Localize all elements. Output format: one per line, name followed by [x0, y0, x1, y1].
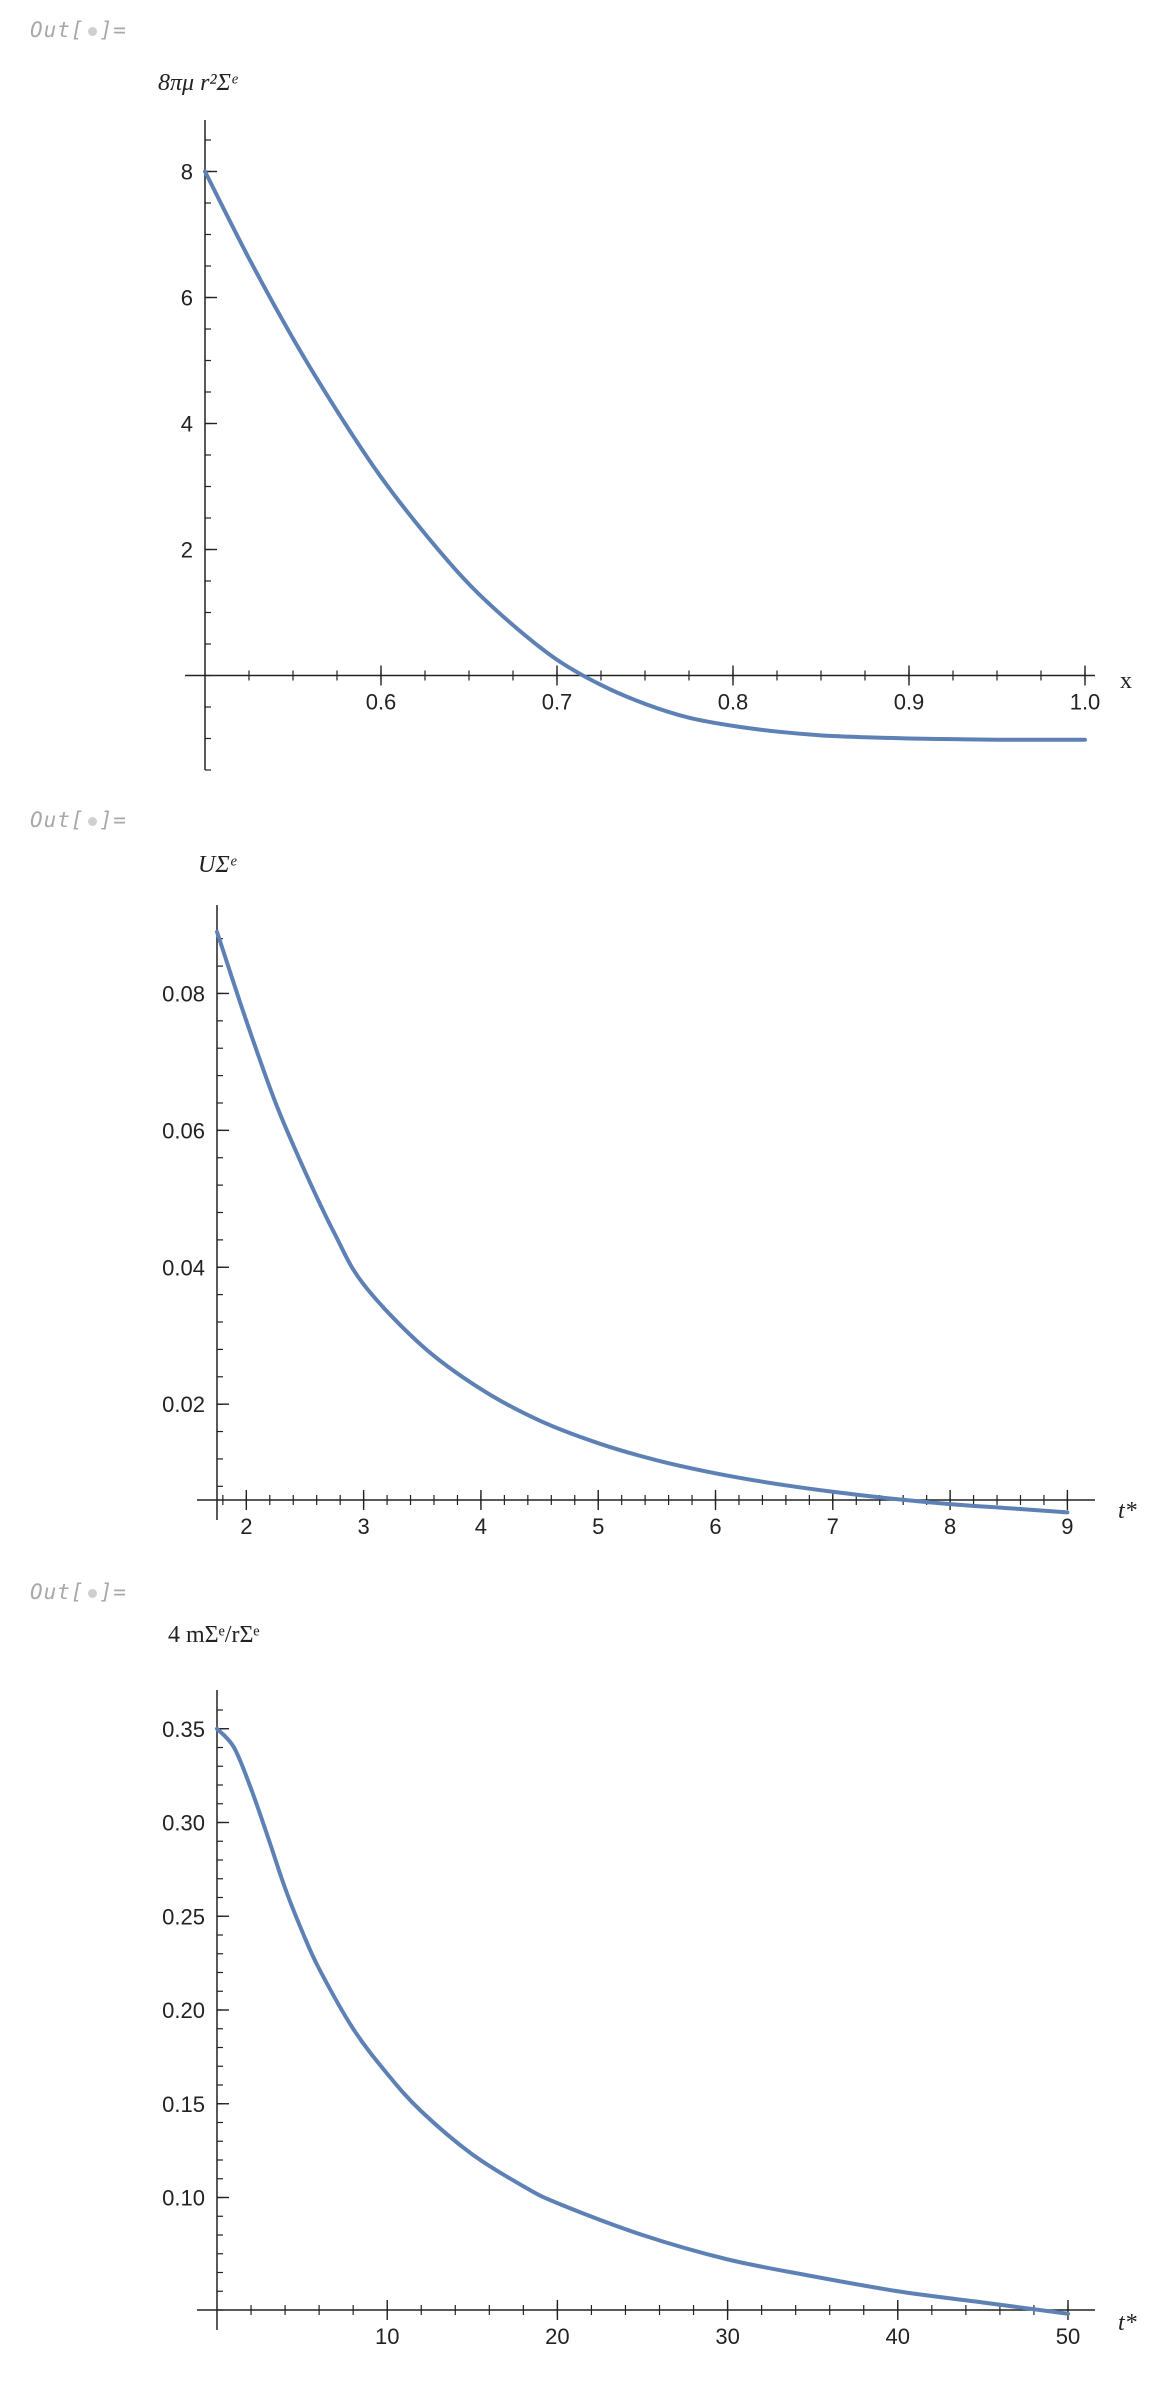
x-tick-label: 8 [944, 1514, 956, 1539]
series-line [215, 929, 1070, 1515]
y-tick-label: 0.35 [162, 1717, 205, 1742]
out-label-suffix: ]= [99, 18, 127, 42]
out-label-suffix: ]= [99, 808, 127, 832]
y-tick-label: 0.04 [162, 1255, 205, 1280]
y-tick-label: 0.06 [162, 1118, 205, 1143]
chart-1-tick-labels: 0.6 0.7 0.8 0.9 1.0 2 4 6 8 [181, 160, 1101, 715]
out-label-2: Out[ ]= [30, 808, 127, 832]
out-label-prefix: Out[ [30, 808, 85, 832]
chart-2-ylabel: UΣᵉ [198, 852, 238, 878]
chart-2-axes [197, 905, 1095, 1520]
cell-indicator-icon [87, 1588, 97, 1598]
chart-3-xlabel: t* [1118, 2310, 1137, 2336]
y-tick-label: 4 [181, 412, 193, 437]
x-tick-label: 2 [240, 1514, 252, 1539]
chart-2-xlabel: t* [1118, 1498, 1137, 1524]
chart-2-series [215, 929, 1070, 1515]
chart-3-ylabel: 4 mΣᵉ/rΣᵉ [168, 1622, 260, 1648]
x-tick-label: 20 [545, 2324, 569, 2349]
x-tick-label: 10 [375, 2324, 399, 2349]
x-tick-label: 7 [827, 1514, 839, 1539]
chart-3-series [215, 1726, 1070, 2316]
x-tick-label: 0.9 [894, 690, 925, 715]
out-label-suffix: ]= [99, 1580, 127, 1604]
y-tick-label: 0.10 [162, 2186, 205, 2211]
chart-2-ticks [217, 938, 1069, 1510]
x-tick-label: 1.0 [1070, 690, 1101, 715]
cell-indicator-icon [87, 816, 97, 826]
series-line [203, 169, 1087, 742]
y-tick-label: 8 [181, 160, 193, 185]
y-tick-label: 0.02 [162, 1392, 205, 1417]
out-label-prefix: Out[ [30, 1580, 85, 1604]
chart-2: UΣᵉ t* 2 3 4 5 6 7 8 9 0.02 0.04 0.06 0.08 [162, 852, 1137, 1539]
series-line [215, 1726, 1070, 2316]
y-tick-label: 0.20 [162, 1998, 205, 2023]
chart-1-xlabel: x [1120, 668, 1132, 694]
chart-3-axes [197, 1690, 1095, 2330]
out-label-3: Out[ ]= [30, 1580, 127, 1604]
chart-1: 8πμ r²Σᵉ x 0.6 0.7 0.8 0.9 1.0 2 4 6 8 [158, 70, 1132, 771]
chart-1-ticks [205, 139, 1086, 771]
chart-2-tick-labels: 2 3 4 5 6 7 8 9 0.02 0.04 0.06 0.08 [162, 981, 1073, 1539]
x-tick-label: 9 [1061, 1514, 1073, 1539]
out-label-1: Out[ ]= [30, 18, 127, 42]
y-tick-label: 0.08 [162, 981, 205, 1006]
y-tick-label: 6 [181, 286, 193, 311]
x-tick-label: 30 [715, 2324, 739, 2349]
chart-1-ylabel: 8πμ r²Σᵉ [158, 70, 239, 96]
x-tick-label: 0.8 [718, 690, 749, 715]
chart-3: 4 mΣᵉ/rΣᵉ t* 10 20 30 40 50 0.10 0.15 0.20 0.25 0… [162, 1622, 1137, 2349]
y-tick-label: 0.15 [162, 2092, 205, 2117]
x-tick-label: 6 [709, 1514, 721, 1539]
y-tick-label: 0.30 [162, 1811, 205, 1836]
chart-3-tick-labels: 10 20 30 40 50 0.10 0.15 0.20 0.25 0.30 0.35 [162, 1717, 1080, 2349]
out-label-prefix: Out[ [30, 18, 85, 42]
x-tick-label: 5 [592, 1514, 604, 1539]
y-tick-label: 2 [181, 538, 193, 563]
cell-indicator-icon [87, 26, 97, 36]
y-tick-label: 0.25 [162, 1904, 205, 1929]
x-tick-label: 3 [357, 1514, 369, 1539]
x-tick-label: 0.7 [542, 690, 573, 715]
x-tick-label: 0.6 [366, 690, 397, 715]
chart-1-series [203, 169, 1087, 742]
x-tick-label: 4 [475, 1514, 487, 1539]
x-tick-label: 50 [1056, 2324, 1080, 2349]
chart-1-axes [185, 120, 1095, 770]
x-tick-label: 40 [886, 2324, 910, 2349]
